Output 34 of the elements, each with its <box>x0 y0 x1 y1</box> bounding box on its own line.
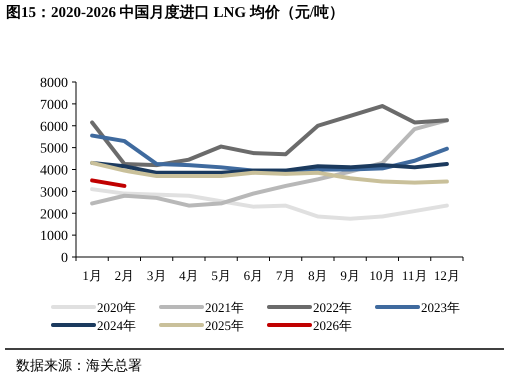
x-tick-label: 7月 <box>276 268 296 283</box>
legend-label: 2023年 <box>421 300 460 315</box>
y-tick-label: 4000 <box>40 164 68 178</box>
x-tick-label: 9月 <box>340 268 360 283</box>
x-tick-label: 8月 <box>308 268 328 283</box>
x-tick-label: 11月 <box>402 268 428 283</box>
line-series <box>90 187 449 221</box>
y-tick-label: 6000 <box>40 120 68 135</box>
x-tick-label: 6月 <box>244 268 264 283</box>
y-tick-label: 3000 <box>40 185 68 200</box>
legend-label: 2022年 <box>313 300 352 315</box>
x-tick-label: 4月 <box>179 268 199 283</box>
x-tick-label: 2月 <box>114 268 134 283</box>
y-tick-label: 2000 <box>40 207 68 222</box>
y-tick-label: 8000 <box>40 76 68 91</box>
y-tick-label: 0 <box>61 251 68 266</box>
y-tick-label: 7000 <box>40 98 68 113</box>
legend-label: 2024年 <box>97 318 136 333</box>
line-series <box>90 160 449 175</box>
line-series <box>90 160 449 185</box>
x-tick-label: 12月 <box>434 268 460 283</box>
legend-label: 2021年 <box>205 300 244 315</box>
x-tick-label: 5月 <box>211 268 231 283</box>
legend-label: 2025年 <box>205 318 244 333</box>
y-tick-label: 5000 <box>40 142 68 157</box>
x-tick-label: 3月 <box>146 268 166 283</box>
source-note: 数据来源：海关总署 <box>16 358 142 374</box>
x-tick-label: 1月 <box>82 268 102 283</box>
x-tick-label: 10月 <box>369 268 396 283</box>
y-tick-label: 1000 <box>40 229 68 244</box>
chart-title: 图15：2020-2026 中国月度进口 LNG 均价（元/吨） <box>6 3 344 21</box>
line-series <box>90 104 449 168</box>
legend-label: 2020年 <box>97 300 136 315</box>
legend-label: 2026年 <box>313 318 352 333</box>
